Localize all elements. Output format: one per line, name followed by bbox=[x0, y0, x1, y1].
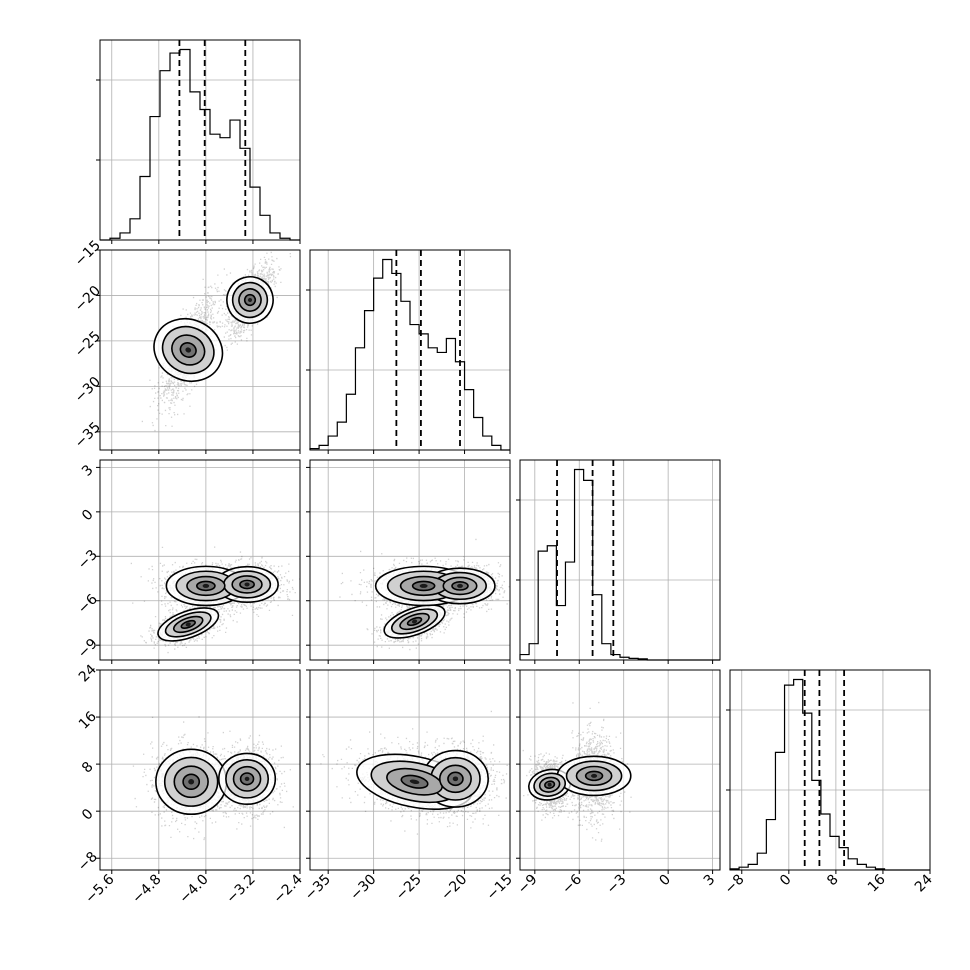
density-content bbox=[339, 538, 510, 651]
y-tick-label-3-1: 0 bbox=[79, 806, 97, 824]
histogram-step-1 bbox=[309, 258, 510, 451]
contour-level-4-mode-0 bbox=[188, 779, 195, 785]
y-tick-label-1-1: −30 bbox=[72, 374, 104, 406]
x-tick-label-2-2: −3 bbox=[604, 872, 630, 898]
panel-frame bbox=[309, 249, 511, 451]
density-panel-0-3 bbox=[99, 669, 301, 871]
density-panel-2-3 bbox=[519, 669, 721, 871]
density-panel-1-2 bbox=[309, 459, 511, 661]
contour-level-4-mode-1 bbox=[244, 776, 250, 781]
contour-level-4-mode-1 bbox=[591, 773, 598, 778]
x-tick-label-3-4: 24 bbox=[912, 871, 936, 895]
y-tick-label-1-3: −20 bbox=[72, 283, 104, 315]
scatter-points bbox=[522, 701, 632, 842]
histogram-step-0 bbox=[100, 48, 300, 241]
x-tick-label-1-0: −35 bbox=[302, 872, 334, 904]
panel-frame bbox=[99, 39, 301, 241]
x-tick-label-1-1: −30 bbox=[347, 872, 379, 904]
contour-level-4-mode-0 bbox=[185, 622, 191, 627]
contour-level-4-mode-1 bbox=[419, 583, 428, 588]
contour-level-4-mode-0 bbox=[185, 347, 192, 353]
y-tick-label-2-3: 0 bbox=[79, 507, 97, 525]
x-tick-label-2-3: 0 bbox=[656, 872, 674, 890]
panel-frame bbox=[729, 669, 931, 871]
contour-level-4-mode-1 bbox=[452, 776, 459, 782]
density-panel-1-3 bbox=[309, 669, 511, 871]
scatter-points bbox=[132, 716, 294, 841]
x-tick-label-3-1: 0 bbox=[777, 872, 795, 890]
x-tick-label-2-1: −6 bbox=[559, 871, 585, 897]
contour-level-4-mode-2 bbox=[457, 583, 463, 588]
density-content bbox=[130, 546, 300, 654]
y-tick-label-3-2: 8 bbox=[79, 759, 97, 777]
density-content bbox=[522, 701, 632, 842]
x-tick-label-1-4: −15 bbox=[484, 872, 516, 904]
y-tick-label-3-0: −8 bbox=[75, 849, 101, 875]
y-tick-label-2-1: −6 bbox=[75, 591, 101, 617]
histogram-panel-1 bbox=[306, 249, 511, 451]
panel-frame bbox=[519, 669, 721, 871]
contour-level-4-mode-1 bbox=[248, 298, 252, 302]
x-tick-label-0-4: −2.4 bbox=[270, 871, 305, 906]
y-tick-label-2-0: −9 bbox=[75, 636, 101, 662]
x-tick-label-1-2: −25 bbox=[393, 872, 425, 904]
y-tick-label-1-0: −35 bbox=[72, 419, 104, 451]
panel-frame bbox=[99, 459, 301, 661]
x-tick-label-3-2: 8 bbox=[824, 872, 842, 890]
panel-frame bbox=[99, 669, 301, 871]
x-tick-label-3-3: 16 bbox=[865, 871, 889, 895]
contour-level-4-mode-0 bbox=[547, 782, 552, 787]
x-tick-label-0-2: −4.0 bbox=[176, 872, 211, 907]
x-tick-label-1-3: −20 bbox=[438, 872, 470, 904]
x-tick-label-0-1: −4.8 bbox=[129, 872, 164, 907]
histogram-step-2 bbox=[519, 468, 720, 661]
x-tick-label-0-0: −5.6 bbox=[82, 871, 117, 906]
contour-level-4-mode-2 bbox=[244, 582, 250, 587]
panel-frame bbox=[519, 459, 721, 661]
scatter-points bbox=[320, 710, 508, 835]
density-content bbox=[132, 716, 294, 841]
y-tick-label-2-2: −3 bbox=[75, 547, 101, 573]
density-panel-0-2 bbox=[99, 459, 301, 661]
histogram-panel-3 bbox=[726, 669, 931, 871]
contour-level-4-mode-1 bbox=[202, 583, 210, 588]
x-tick-label-3-0: −8 bbox=[722, 872, 748, 898]
density-panel-0-1 bbox=[99, 249, 301, 451]
density-content bbox=[320, 710, 508, 835]
density-content bbox=[141, 251, 292, 432]
panel-frame bbox=[309, 459, 511, 661]
y-tick-label-1-4: −15 bbox=[72, 237, 104, 269]
x-tick-label-0-3: −3.2 bbox=[223, 872, 258, 907]
histogram-panel-2 bbox=[516, 459, 721, 661]
histogram-panel-0 bbox=[96, 39, 301, 241]
histogram-step-3 bbox=[729, 678, 930, 871]
x-tick-label-2-0: −9 bbox=[515, 872, 541, 898]
y-tick-label-3-3: 16 bbox=[76, 709, 100, 733]
panel-frame bbox=[309, 669, 511, 871]
contour-level-4-mode-0 bbox=[409, 779, 420, 785]
x-tick-label-2-4: 3 bbox=[701, 872, 719, 890]
y-tick-label-2-4: 3 bbox=[79, 462, 97, 480]
panel-frame bbox=[99, 249, 301, 451]
y-tick-label-1-2: −25 bbox=[72, 328, 104, 360]
contour-level-4-mode-0 bbox=[411, 619, 418, 624]
y-tick-label-3-4: 24 bbox=[76, 662, 100, 686]
